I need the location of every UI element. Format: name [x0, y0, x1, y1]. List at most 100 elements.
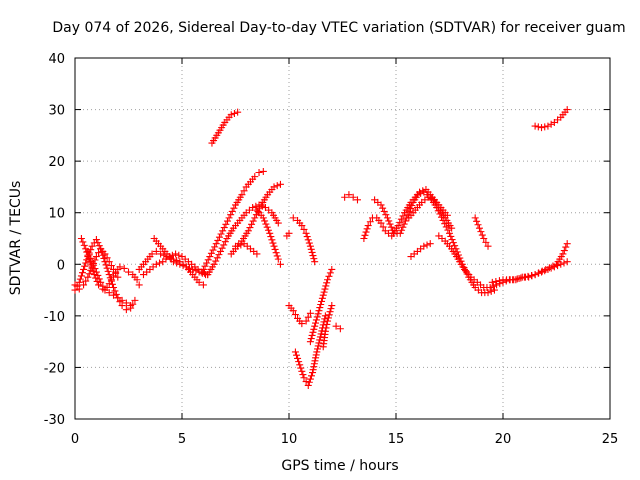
data-point-track-d — [84, 247, 92, 255]
data-point-track-ab — [560, 247, 568, 255]
data-point-track-l — [269, 239, 277, 247]
data-point-track-c — [107, 262, 115, 270]
data-point-track-o — [300, 374, 308, 382]
data-point-track-o — [312, 351, 320, 359]
data-point-track-a — [76, 275, 84, 283]
data-point-track-w — [398, 226, 406, 234]
data-point-track-v — [487, 287, 495, 295]
data-point-track-n — [289, 307, 297, 315]
data-point-track-o — [306, 375, 314, 383]
data-point-track-v — [449, 239, 457, 247]
data-point-track-c — [84, 273, 92, 281]
data-point-track-o — [304, 381, 312, 389]
data-point-track-i — [220, 224, 228, 232]
data-point-track-w — [383, 214, 391, 222]
data-point-track-l — [266, 229, 274, 237]
data-point-track-i — [240, 187, 248, 195]
data-point-track-ab — [517, 274, 525, 282]
data-point-track-b — [133, 276, 141, 284]
data-point-track-d — [114, 294, 122, 302]
data-point-track-c — [85, 270, 93, 278]
data-point-track-u — [349, 193, 357, 201]
data-point-track-i — [259, 167, 267, 175]
data-point-track-b — [135, 281, 143, 289]
data-point-track-k — [276, 180, 284, 188]
data-point-track-i — [199, 265, 207, 273]
data-point-track-l — [272, 249, 280, 257]
data-point-track-k — [270, 183, 278, 191]
data-point-track-a — [94, 239, 102, 247]
data-point-track-n — [304, 313, 312, 321]
data-point-track-s — [321, 327, 329, 335]
y-tick-label: -10 — [44, 310, 65, 325]
data-point-track-i — [219, 227, 227, 235]
data-point-track-p — [312, 319, 320, 327]
data-point-track-ac — [563, 106, 571, 114]
data-point-track-l — [268, 236, 276, 244]
data-point-track-m — [234, 242, 242, 250]
data-point-track-aa — [477, 228, 485, 236]
data-point-track-v — [379, 223, 387, 231]
data-point-track-l — [273, 252, 281, 260]
data-point-track-c — [112, 269, 120, 277]
data-point-track-x — [427, 195, 435, 203]
data-point-track-v — [447, 232, 455, 240]
data-point-track-p — [324, 276, 332, 284]
data-point-track-v — [442, 223, 450, 231]
data-point-track-q — [308, 248, 316, 256]
data-marks — [71, 106, 571, 389]
y-tick-label: 20 — [48, 155, 65, 170]
data-point-track-ab — [520, 273, 528, 281]
data-point-track-ac — [547, 120, 555, 128]
data-point-track-b — [80, 241, 88, 249]
data-point-track-q — [305, 239, 313, 247]
data-point-track-c — [80, 281, 88, 289]
data-point-track-e — [195, 278, 203, 286]
data-point-track-p — [326, 269, 334, 277]
grid-lines — [75, 58, 610, 419]
y-tick-label: 10 — [48, 207, 65, 222]
y-tick-label: -30 — [44, 413, 65, 428]
data-point-track-y — [426, 240, 434, 248]
data-point-track-y — [420, 242, 428, 250]
data-point-track-o — [316, 336, 324, 344]
data-point-track-w — [389, 226, 397, 234]
data-point-track-n — [298, 320, 306, 328]
data-point-track-a — [122, 306, 130, 314]
x-tick-label: 0 — [71, 432, 79, 447]
data-point-track-o — [316, 333, 324, 341]
data-point-track-p — [319, 291, 327, 299]
data-point-track-aa — [480, 235, 488, 242]
data-point-track-l — [276, 260, 284, 268]
data-point-track-p — [315, 307, 323, 315]
data-point-track-ab — [559, 250, 567, 258]
data-point-track-b — [125, 268, 132, 276]
data-point-track-b — [116, 263, 124, 271]
data-point-track-v — [366, 218, 374, 226]
data-point-track-m — [237, 241, 245, 249]
data-point-track-d — [92, 268, 100, 276]
data-point-track-i — [214, 236, 222, 244]
data-point-track-s — [322, 324, 330, 332]
data-point-track-o — [297, 364, 305, 372]
x-tick-label: 15 — [388, 432, 405, 447]
data-point-track-a — [75, 278, 83, 286]
data-point-track-q — [306, 242, 314, 250]
data-point-track-l — [262, 220, 270, 228]
data-point-track-e — [160, 251, 168, 259]
data-point-track-d — [87, 254, 95, 262]
data-point-track-b — [77, 235, 85, 242]
data-point-track-a — [110, 283, 118, 291]
data-point-track-a — [78, 269, 86, 277]
data-point-track-e — [157, 250, 165, 258]
data-point-track-o — [302, 378, 310, 386]
data-point-track-o — [307, 372, 315, 380]
data-point-track-c — [105, 258, 113, 266]
data-point-track-n — [291, 311, 299, 319]
data-point-track-d — [91, 265, 99, 273]
data-point-track-w — [419, 187, 427, 195]
data-point-track-p — [313, 313, 321, 321]
data-point-track-g — [182, 263, 190, 271]
data-point-track-aa — [484, 242, 492, 250]
data-point-track-aa — [471, 214, 479, 222]
